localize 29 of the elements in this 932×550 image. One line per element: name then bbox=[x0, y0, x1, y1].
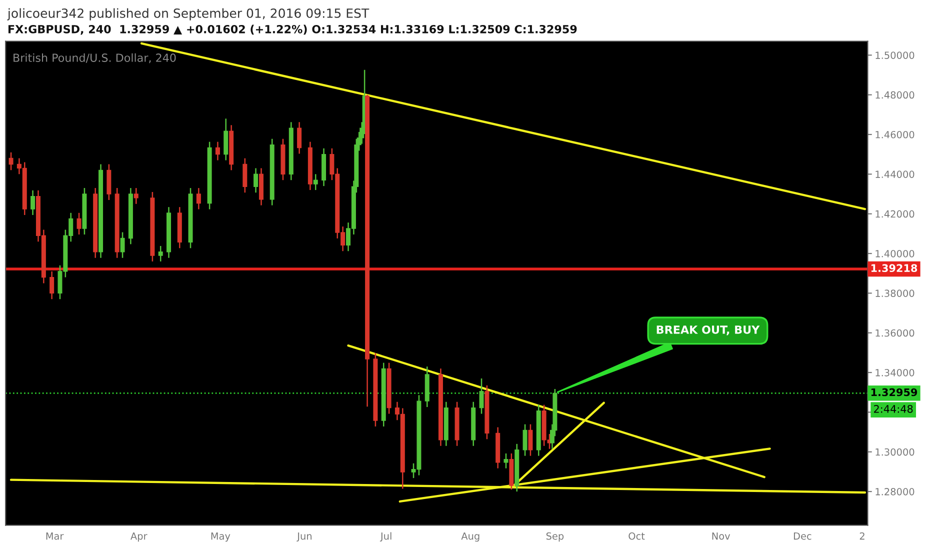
y-tick-label: 1.42000 bbox=[876, 210, 914, 218]
x-tick-label: Mar bbox=[46, 532, 64, 540]
y-tick-label: 1.28000 bbox=[876, 488, 914, 496]
y-tick-label: 1.48000 bbox=[876, 91, 914, 99]
y-tick-label: 1.34000 bbox=[876, 368, 914, 376]
x-tick-label: Jun bbox=[296, 532, 312, 542]
x-tick-label: Oct bbox=[628, 532, 645, 540]
annotation: British Pound/U.S. Dollar, 240 bbox=[14, 53, 176, 64]
x-tick-label: Dec bbox=[794, 532, 812, 540]
y-tick-label: 1.40000 bbox=[876, 250, 914, 258]
y-tick-label: 1.46000 bbox=[876, 130, 914, 138]
y-tick-label: 1.50000 bbox=[876, 52, 914, 59]
y-tick-label: 1.36000 bbox=[876, 329, 914, 337]
x-tick-label: Jul bbox=[380, 532, 392, 542]
x-tick-label: Apr bbox=[130, 532, 148, 542]
x-tick-label: Nov bbox=[712, 532, 730, 540]
chart-title: jolicoeur342 published on September 01, 2016 09:15 EST bbox=[7, 8, 370, 20]
chart-subtitle: FX:GBPUSD, 240 1.32959 ▲ +0.01602 (+1.22%) O:1.32534 H:1.33169 L:1.32509 C:1.32959 bbox=[8, 24, 577, 35]
text: 2:44:48 bbox=[874, 404, 913, 413]
ref-line-label: 1.39218 bbox=[871, 264, 918, 272]
x-tick-label: May bbox=[211, 532, 230, 542]
y-tick-label: 1.38000 bbox=[876, 290, 914, 297]
x-tick-label: Sep bbox=[546, 532, 564, 542]
ref-line-label: 1.32959 bbox=[871, 388, 918, 396]
annotation: BREAK OUT, BUY bbox=[656, 325, 760, 336]
x-tick-label: 2 bbox=[860, 532, 864, 540]
y-tick-label: 1.30000 bbox=[876, 448, 914, 456]
x-tick-label: Aug bbox=[461, 532, 480, 542]
y-tick-label: 1.44000 bbox=[876, 170, 914, 178]
